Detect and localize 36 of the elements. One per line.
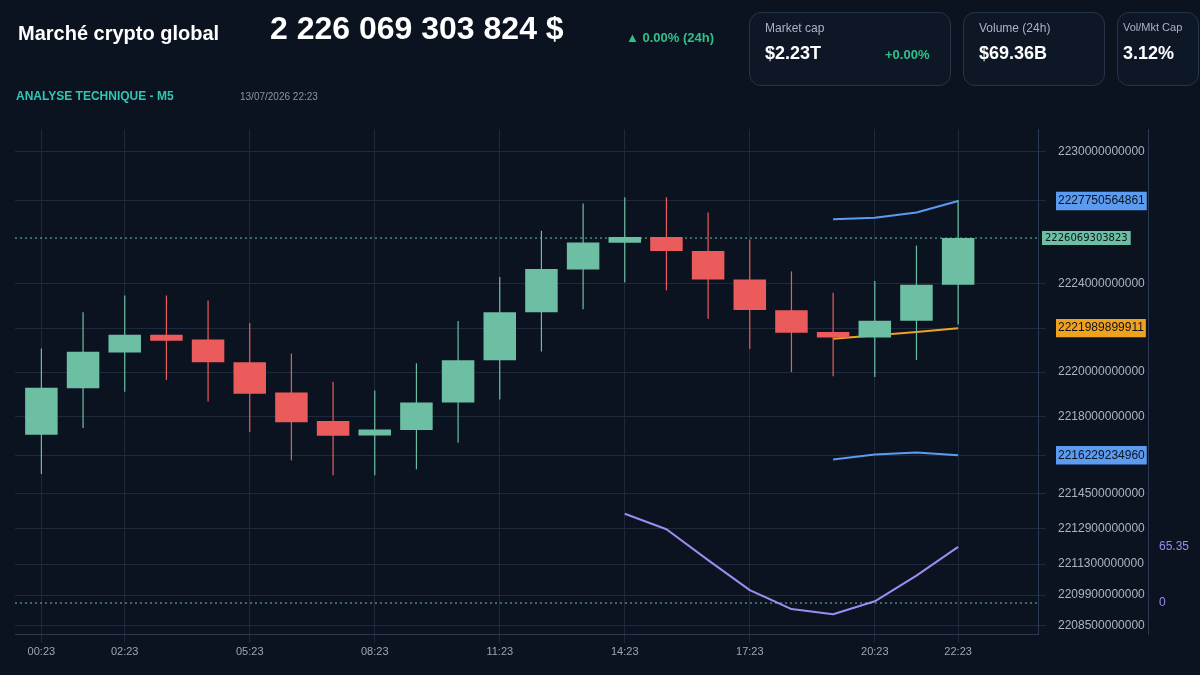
y-tick-label: 2227750564861 bbox=[1058, 193, 1146, 208]
x-tick-label: 02:23 bbox=[110, 645, 139, 658]
y-tick-label: 2218000000000 bbox=[1058, 408, 1146, 423]
y2-tick-label: 0 bbox=[1159, 595, 1166, 610]
text: 2 226 069 303 824 $ bbox=[270, 10, 564, 47]
chart-subtitle: ANALYSE TECHNIQUE - M5 bbox=[16, 89, 174, 103]
x-tick-label: 20:23 bbox=[861, 645, 889, 658]
y-tick-label: 2209900000000 bbox=[1058, 587, 1146, 602]
y2-tick-label: 65.35 bbox=[1159, 539, 1190, 554]
ref-line-label: 2226069303823 bbox=[1045, 231, 1128, 243]
text: ▲ 0.00% (24h) bbox=[626, 30, 715, 45]
y-tick-label: 2220000000000 bbox=[1058, 364, 1146, 379]
text: 3.12% bbox=[1123, 43, 1175, 64]
text: $69.36B bbox=[979, 43, 1048, 64]
y-tick-label: 2216229234960 bbox=[1058, 447, 1146, 462]
y-tick-label: 2208500000000 bbox=[1058, 618, 1146, 633]
x-tick-label: 08:23 bbox=[360, 645, 389, 658]
x-tick-label: 05:23 bbox=[235, 645, 264, 658]
text: +0.00% bbox=[885, 47, 930, 62]
x-tick-label: 11:23 bbox=[486, 645, 514, 658]
text: Volume (24h) bbox=[979, 21, 1051, 35]
y-tick-label: 2230000000000 bbox=[1058, 143, 1146, 158]
text: Vol/Mkt Cap bbox=[1123, 21, 1183, 33]
x-tick-label: 00:23 bbox=[27, 645, 56, 658]
y-tick-label: 2214500000000 bbox=[1058, 485, 1146, 500]
y-tick-label: 2224000000000 bbox=[1058, 276, 1146, 291]
chart-title: Marché crypto global bbox=[18, 22, 220, 45]
x-tick-label: 14:23 bbox=[611, 645, 639, 658]
x-tick-label: 17:23 bbox=[736, 645, 764, 658]
x-tick-label: 22:23 bbox=[944, 645, 972, 658]
y-tick-label: 2212900000000 bbox=[1058, 521, 1146, 536]
y-tick-label: 2221989899911 bbox=[1058, 320, 1145, 335]
y-tick-label: 2211300000000 bbox=[1058, 556, 1145, 571]
text: $2.23T bbox=[765, 43, 822, 64]
text: Market cap bbox=[765, 21, 825, 35]
text: 13/07/2026 22:23 bbox=[240, 91, 318, 102]
